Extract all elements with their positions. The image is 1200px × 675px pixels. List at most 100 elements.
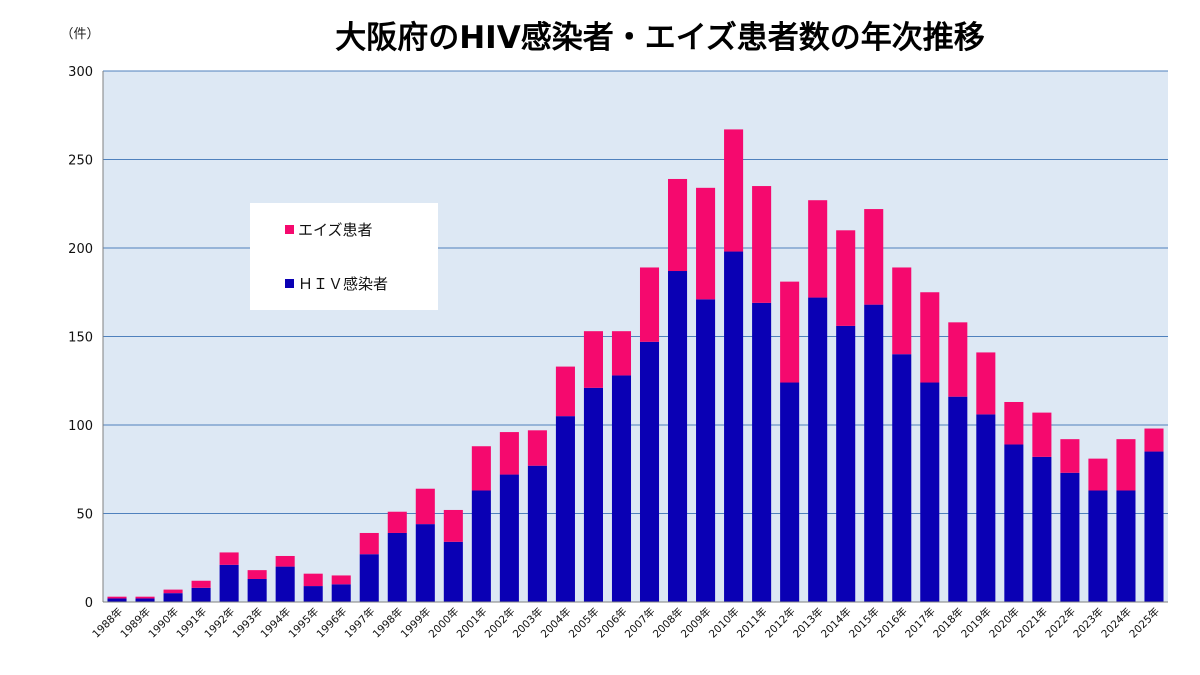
- x-tick-label-2007年: 2007年: [622, 605, 658, 641]
- bar-hiv-2003年: [527, 465, 547, 602]
- bar-hiv-1988年: [107, 598, 127, 602]
- bar-aids-2024年: [1116, 439, 1136, 491]
- x-tick-label-2024年: 2024年: [1099, 605, 1135, 641]
- x-tick-label-2010年: 2010年: [706, 605, 742, 641]
- bar-hiv-1997年: [359, 554, 379, 602]
- bar-aids-2014年: [836, 230, 856, 326]
- x-tick-label-2001年: 2001年: [454, 605, 490, 641]
- x-tick-label-1995年: 1995年: [286, 605, 322, 641]
- x-tick-label-2017年: 2017年: [902, 605, 938, 641]
- bar-hiv-2023年: [1088, 490, 1108, 602]
- y-tick-label-250: 250: [68, 154, 93, 169]
- bar-hiv-2022年: [1060, 472, 1080, 602]
- chart-title: 大阪府のHIV感染者・エイズ患者数の年次推移: [335, 20, 985, 56]
- x-tick-label-2006年: 2006年: [594, 605, 630, 641]
- x-tick-label-2011年: 2011年: [734, 605, 770, 641]
- bar-hiv-2024年: [1116, 490, 1136, 602]
- x-tick-label-1999年: 1999年: [398, 605, 434, 641]
- bar-aids-1991年: [191, 580, 211, 588]
- bar-hiv-2013年: [808, 297, 828, 602]
- x-tick-label-1998年: 1998年: [370, 605, 406, 641]
- bar-aids-1992年: [219, 552, 239, 565]
- bar-hiv-2025年: [1144, 451, 1164, 602]
- bar-aids-2021年: [1032, 412, 1052, 457]
- x-tick-label-1991年: 1991年: [174, 605, 210, 641]
- bar-hiv-2018年: [948, 396, 968, 602]
- bar-aids-2025年: [1144, 428, 1164, 452]
- bar-hiv-1992年: [219, 564, 239, 602]
- bar-hiv-2000年: [443, 541, 463, 602]
- bar-hiv-2012年: [780, 382, 800, 602]
- y-unit-label: （件）: [60, 27, 99, 42]
- legend-swatch-hiv: [285, 279, 294, 288]
- bar-aids-2009年: [696, 187, 716, 300]
- bar-hiv-1996年: [331, 584, 351, 602]
- bar-hiv-2009年: [696, 299, 716, 602]
- x-axis-ticks: 1988年1989年1990年1991年1992年1993年1994年1995年…: [90, 605, 1162, 641]
- bar-hiv-2006年: [611, 375, 632, 602]
- bar-aids-1999年: [415, 488, 435, 525]
- x-tick-label-2020年: 2020年: [986, 605, 1022, 641]
- bar-hiv-2002年: [499, 474, 519, 602]
- y-tick-label-100: 100: [68, 419, 93, 434]
- bar-hiv-1989年: [135, 598, 155, 602]
- bar-aids-2001年: [471, 446, 491, 491]
- bar-aids-2002年: [499, 432, 519, 475]
- x-tick-label-1990年: 1990年: [146, 605, 182, 641]
- bar-hiv-2014年: [836, 325, 856, 602]
- x-tick-label-2022年: 2022年: [1043, 605, 1079, 641]
- y-tick-label-150: 150: [68, 331, 93, 346]
- bar-hiv-2017年: [920, 382, 940, 602]
- legend-swatch-aids: [285, 225, 294, 234]
- bar-aids-2020年: [1004, 401, 1024, 445]
- legend: エイズ患者 ＨＩＶ感染者: [250, 203, 438, 310]
- y-tick-label-300: 300: [68, 65, 93, 80]
- bar-aids-2003年: [527, 430, 547, 466]
- bar-aids-2008年: [668, 178, 688, 272]
- bar-aids-1989年: [135, 596, 155, 599]
- bar-aids-2010年: [724, 129, 744, 252]
- bar-aids-2016年: [892, 267, 912, 355]
- bar-aids-2023年: [1088, 458, 1108, 491]
- x-tick-label-2015年: 2015年: [846, 605, 882, 641]
- y-tick-label-200: 200: [68, 242, 93, 257]
- bar-hiv-2021年: [1032, 456, 1052, 602]
- x-tick-label-1989年: 1989年: [118, 605, 154, 641]
- bar-hiv-2001年: [471, 490, 491, 602]
- x-tick-label-2000年: 2000年: [426, 605, 462, 641]
- bar-aids-2000年: [443, 509, 463, 542]
- legend-box: [250, 203, 438, 310]
- bar-aids-2019年: [976, 352, 996, 415]
- bar-aids-1990年: [163, 589, 183, 594]
- x-tick-label-2012年: 2012年: [762, 605, 798, 641]
- bar-hiv-2004年: [555, 416, 575, 602]
- bar-hiv-1991年: [191, 587, 211, 602]
- bar-aids-1998年: [387, 511, 407, 533]
- x-tick-label-1988年: 1988年: [90, 605, 126, 641]
- x-tick-label-2003年: 2003年: [510, 605, 546, 641]
- x-tick-label-2008年: 2008年: [650, 605, 686, 641]
- bar-aids-2011年: [752, 186, 772, 303]
- x-tick-label-2021年: 2021年: [1014, 605, 1050, 641]
- x-tick-label-2023年: 2023年: [1071, 605, 1107, 641]
- x-tick-label-2013年: 2013年: [790, 605, 826, 641]
- bar-hiv-2011年: [752, 302, 772, 602]
- bar-hiv-1994年: [275, 566, 295, 602]
- bar-aids-2013年: [808, 200, 828, 298]
- bar-hiv-1990年: [163, 593, 183, 602]
- bar-aids-2004年: [555, 366, 575, 417]
- bar-aids-2017年: [920, 292, 940, 383]
- bar-aids-2022年: [1060, 439, 1080, 473]
- x-tick-label-1997年: 1997年: [342, 605, 378, 641]
- bar-hiv-2007年: [639, 341, 660, 602]
- bar-aids-1996年: [331, 575, 351, 585]
- bar-hiv-2010年: [724, 251, 744, 603]
- axes: [102, 71, 1168, 603]
- x-tick-label-2025年: 2025年: [1127, 605, 1163, 641]
- bar-aids-2005年: [583, 331, 603, 388]
- bar-aids-1997年: [359, 532, 379, 555]
- bar-aids-1988年: [107, 596, 127, 599]
- bar-hiv-1999年: [415, 524, 435, 602]
